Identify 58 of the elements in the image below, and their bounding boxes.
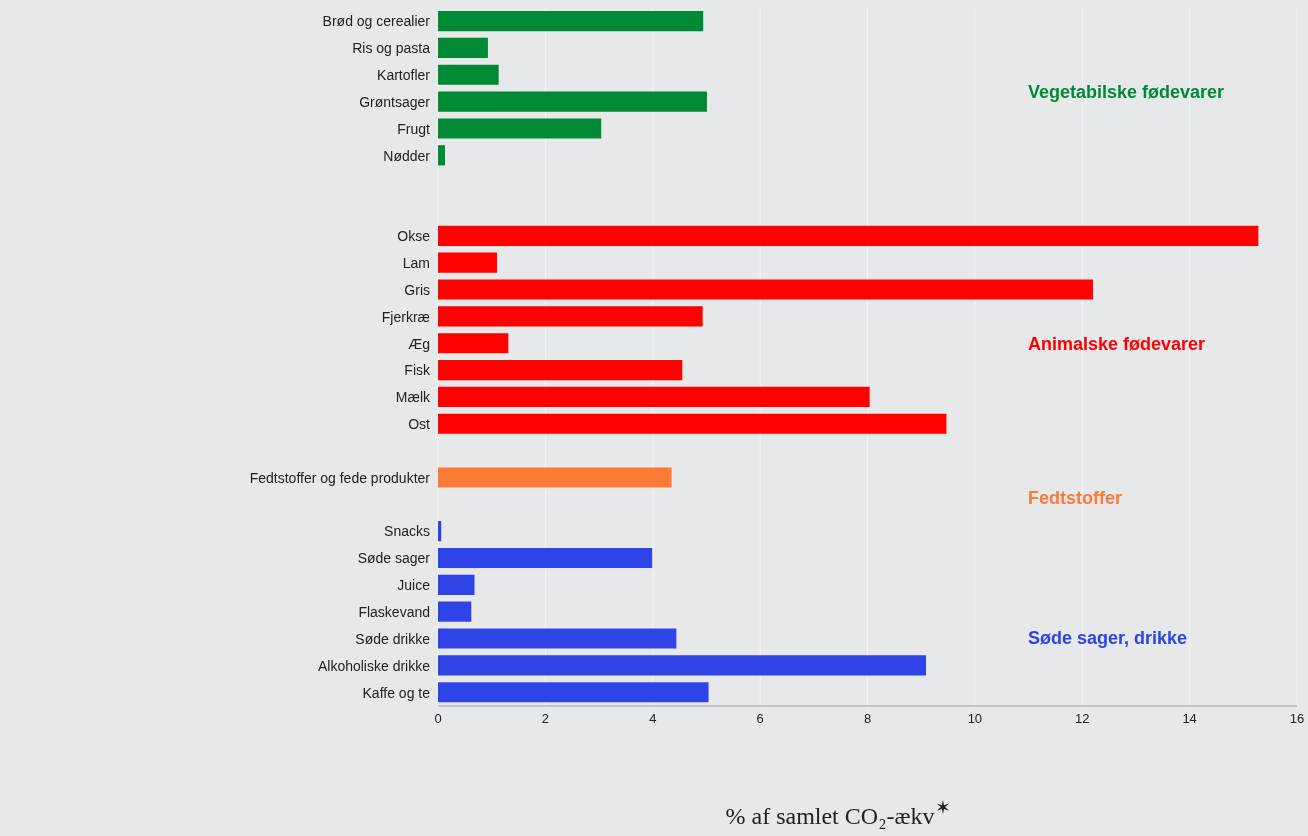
y-tick-label: Frugt — [397, 120, 431, 137]
y-tick-label: Juice — [397, 577, 431, 594]
bar — [438, 521, 442, 542]
x-axis-title: % af samlet CO₂-ækv$^{✶}$ — [725, 796, 951, 829]
bar — [438, 279, 1093, 300]
text: Fedtstoffer — [1028, 488, 1122, 508]
bar — [438, 628, 677, 649]
y-tick-label: Brød og cerealier — [322, 13, 431, 30]
x-tick-label: 8 — [863, 711, 872, 727]
y-tick-label: Ris og pasta — [352, 40, 431, 57]
x-tick-label: 6 — [756, 711, 764, 727]
x-tick-label: 14 — [1182, 711, 1197, 727]
bar — [438, 37, 488, 59]
y-tick-label: Alkoholiske drikke — [317, 657, 431, 674]
y-tick-label: Fjerkræ — [381, 308, 430, 325]
y-tick-label: Lam — [402, 255, 430, 272]
x-tick-label: 0 — [434, 711, 442, 727]
y-tick-label: Flaskevand — [358, 604, 430, 621]
y-tick-label: Nødder — [383, 147, 431, 164]
bar — [438, 547, 653, 569]
bar — [438, 467, 672, 488]
bar — [438, 11, 704, 32]
y-tick-label: Fisk — [404, 362, 431, 379]
y-tick-label: Fedtstoffer og fede produkter — [249, 469, 431, 486]
text: Søde sager, drikke — [1028, 628, 1188, 648]
y-tick-label: Snacks — [384, 523, 430, 540]
bar — [438, 386, 870, 408]
bar — [438, 574, 475, 595]
bar — [438, 306, 703, 327]
bar — [438, 655, 927, 676]
bar — [438, 682, 709, 703]
x-tick-label: 12 — [1075, 711, 1090, 727]
y-tick-label: Søde sager — [357, 550, 431, 567]
bar — [438, 360, 683, 381]
y-tick-label: Mælk — [395, 389, 431, 406]
text: Vegetabilske fødevarer — [1028, 82, 1225, 102]
x-tick-label: 10 — [967, 711, 983, 727]
bar — [438, 333, 509, 354]
y-tick-label: Æg — [408, 335, 430, 352]
bar — [438, 601, 472, 622]
y-tick-label: Kaffe og te — [362, 684, 431, 701]
series-label: Animalske fødevarer — [1028, 334, 1206, 354]
bar — [438, 91, 707, 112]
bar — [438, 225, 1259, 246]
x-tick-label: 4 — [649, 711, 657, 727]
y-tick-label: Søde drikke — [355, 630, 431, 647]
x-tick-label: 2 — [541, 711, 549, 727]
y-tick-label: Ost — [408, 416, 431, 433]
bar — [438, 118, 602, 139]
bar — [438, 252, 498, 273]
bar — [438, 145, 445, 166]
y-tick-label: Grøntsager — [359, 93, 431, 110]
y-tick-label: Gris — [404, 281, 430, 298]
y-tick-label: Kartofler — [377, 67, 431, 84]
x-tick-label: 16 — [1289, 711, 1305, 727]
bar — [438, 413, 947, 434]
bar — [438, 64, 499, 85]
y-tick-label: Okse — [397, 228, 431, 245]
